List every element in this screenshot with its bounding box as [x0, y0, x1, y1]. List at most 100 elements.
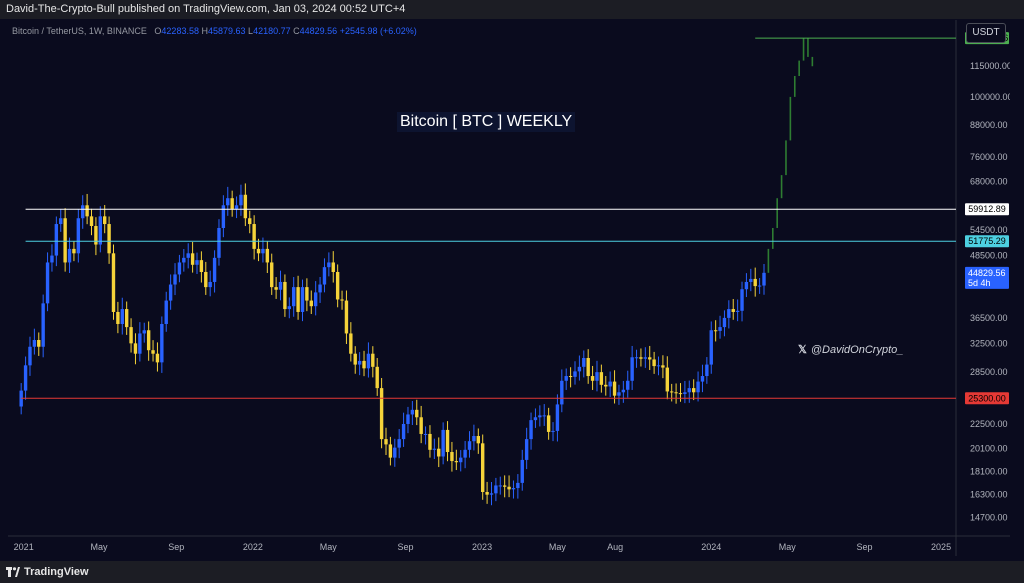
candle-body — [740, 289, 744, 311]
y-tick-label: 36500.00 — [970, 313, 1008, 323]
candle-body — [248, 218, 252, 225]
candle-body — [243, 194, 248, 219]
candle-body — [371, 353, 375, 367]
candle-body — [204, 271, 208, 288]
tradingview-brand[interactable]: TradingView — [24, 566, 89, 578]
candle-body — [564, 376, 568, 381]
candle-body — [67, 248, 72, 263]
candle-body — [560, 380, 564, 405]
candle-body — [313, 292, 318, 307]
candle-body — [542, 415, 546, 417]
candle-body — [190, 253, 195, 265]
candle-body — [327, 262, 331, 268]
candle-body — [445, 429, 450, 453]
candle-body — [177, 262, 182, 275]
candle-body — [608, 381, 612, 387]
candle-body — [502, 485, 507, 487]
candle-body — [604, 384, 608, 387]
candle-body — [270, 262, 274, 288]
candle-body — [590, 376, 595, 381]
level-label-box — [965, 392, 1009, 405]
last-price-box — [965, 266, 1009, 289]
candle-body — [568, 376, 573, 378]
candle-body — [687, 388, 691, 393]
candle-body — [265, 248, 270, 263]
y-tick-label: 100000.00 — [970, 92, 1010, 102]
publication-header: David-The-Crypto-Bull published on Tradi… — [0, 0, 1024, 19]
candle-body — [419, 417, 423, 434]
candle-body — [32, 340, 37, 347]
level-label: 59912.89 — [968, 204, 1006, 214]
currency-button[interactable]: USDT — [966, 23, 1006, 43]
candle-body — [366, 353, 371, 369]
candle-body — [749, 278, 753, 282]
candle-body — [489, 493, 494, 495]
candle-body — [287, 306, 292, 310]
candle-body — [89, 216, 94, 227]
candle-body — [63, 218, 67, 263]
candle-body — [300, 287, 305, 312]
x-tick-label: Sep — [397, 542, 413, 552]
candle-body — [700, 376, 705, 382]
y-tick-label: 32500.00 — [970, 338, 1008, 348]
low-value: 42180.77 — [253, 26, 291, 36]
candle-body — [648, 357, 652, 360]
candle-body — [111, 253, 116, 312]
candle-body — [37, 340, 41, 347]
x-tick-label: 2021 — [14, 542, 34, 552]
watermark-handle: @DavidOnCrypto_ — [810, 344, 904, 356]
close-label: C — [293, 26, 300, 36]
price-chart[interactable]: 14700.00 16300.00 18100.00 20100.00 22500.00… — [8, 20, 1010, 556]
tradingview-logo-icon[interactable] — [6, 567, 20, 577]
candle-body — [274, 287, 278, 290]
candle-body — [357, 360, 362, 365]
candle-body — [85, 205, 89, 217]
candle-body — [459, 457, 463, 463]
candle-body — [410, 409, 415, 415]
candle-body — [538, 415, 542, 418]
candle-body — [735, 310, 740, 312]
x-tick-label: May — [320, 542, 338, 552]
candle-body — [133, 343, 138, 354]
candle-body — [582, 357, 586, 367]
candle-body — [221, 205, 226, 228]
last-price-countdown: 5d 4h — [968, 278, 991, 288]
candle-body — [507, 486, 511, 490]
candle-body — [45, 262, 50, 304]
candle-body — [485, 491, 489, 495]
candle-body — [252, 224, 256, 249]
candle-body — [520, 459, 524, 483]
candle-body — [23, 365, 28, 391]
y-tick-label: 54500.00 — [970, 225, 1008, 235]
candle-body — [595, 372, 599, 381]
candle-body — [762, 272, 766, 286]
candle-body — [362, 360, 366, 369]
candle-body — [630, 357, 634, 381]
candle-body — [696, 381, 700, 393]
candle-body — [705, 364, 709, 377]
candle-body — [727, 309, 731, 318]
candle-body — [652, 359, 656, 367]
low-label: L — [248, 26, 254, 36]
candle-body — [683, 392, 687, 394]
candle-body — [397, 439, 401, 448]
candle-body — [516, 482, 520, 489]
candle-body — [212, 257, 217, 282]
chart-area[interactable]: 14700.00 16300.00 18100.00 20100.00 22500.00… — [8, 20, 1010, 556]
candle-body — [160, 323, 164, 363]
candle-body — [388, 444, 393, 458]
candle-body — [349, 333, 353, 354]
candle-body — [753, 278, 757, 287]
level-label: 25300.00 — [968, 393, 1006, 403]
candle-body — [463, 449, 467, 458]
candle-body — [195, 260, 199, 265]
candle-body — [546, 415, 551, 432]
candle-body — [428, 433, 432, 450]
candle-body — [173, 274, 177, 285]
x-tick-label: Sep — [856, 542, 872, 552]
x-tick-label: Aug — [607, 542, 623, 552]
symbol-info: Bitcoin / TetherUS, 1W, BINANCE O42283.5… — [12, 26, 417, 36]
candle-body — [441, 429, 445, 457]
candle-body — [239, 194, 243, 206]
candle-body — [454, 461, 459, 463]
